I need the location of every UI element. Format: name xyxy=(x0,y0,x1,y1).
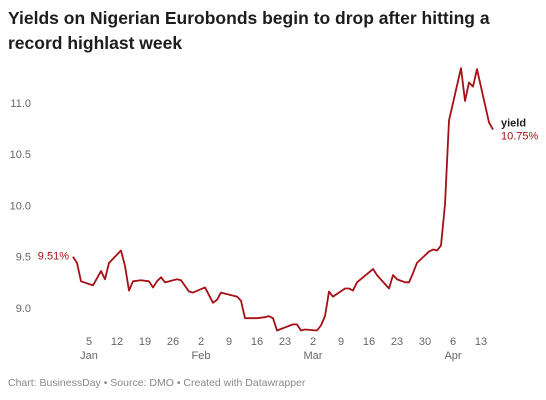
x-tick-label: 13 xyxy=(475,336,487,348)
footer: Chart: BusinessDay • Source: DMO • Creat… xyxy=(8,377,306,389)
line xyxy=(72,67,494,332)
y-tick-label: 9.5 xyxy=(16,252,31,264)
x-tick-label: 30 xyxy=(419,336,431,348)
x-tick-label: 16 xyxy=(251,336,263,348)
x-tick-label: 9 xyxy=(226,336,232,348)
series-label: yield xyxy=(501,118,526,130)
x-tick-label: 5 xyxy=(86,336,92,348)
x-tick-label: 6 xyxy=(450,336,456,348)
month-label: Jan xyxy=(80,350,98,362)
value-label: 10.75% xyxy=(501,131,539,143)
x-tick-label: 2 xyxy=(198,336,204,348)
y-tick-label: 9.0 xyxy=(16,303,31,315)
month-label: Mar xyxy=(304,350,323,362)
y-tick-label: 10.0 xyxy=(10,200,31,212)
x-tick-label: 23 xyxy=(279,336,291,348)
x-tick-label: 19 xyxy=(139,336,151,348)
month-label: Apr xyxy=(444,350,461,362)
x-tick-label: 26 xyxy=(167,336,179,348)
x-tick-label: 16 xyxy=(363,336,375,348)
month-label: Feb xyxy=(192,350,211,362)
x-tick-label: 23 xyxy=(391,336,403,348)
chart-title: Yields on Nigerian Eurobonds begin to dr… xyxy=(8,8,490,53)
x-tick-label: 9 xyxy=(338,336,344,348)
value-label: 9.51% xyxy=(38,251,69,263)
y-tick-label: 11.0 xyxy=(10,98,31,110)
x-tick-label: 2 xyxy=(310,336,316,348)
y-tick-label: 10.5 xyxy=(10,149,31,161)
x-tick-label: 12 xyxy=(111,336,123,348)
